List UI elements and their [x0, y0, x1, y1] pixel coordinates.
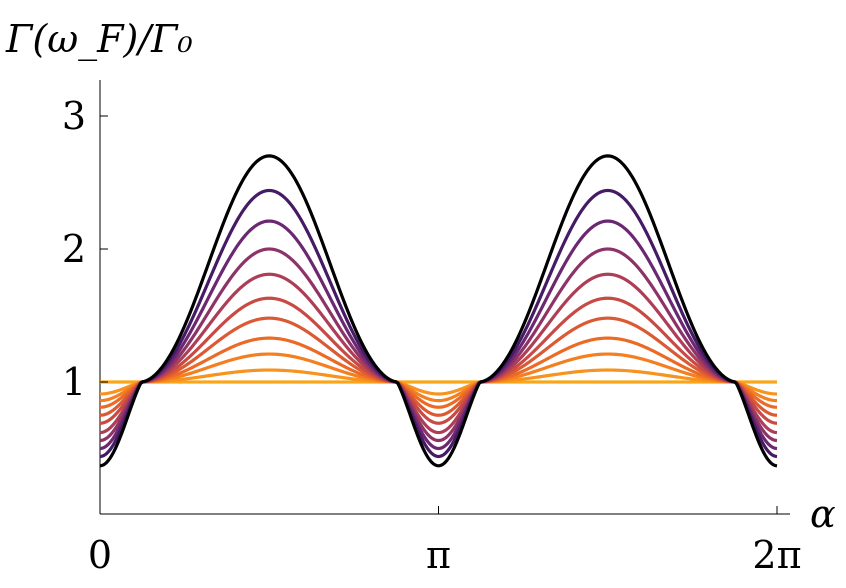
axes [99, 80, 790, 515]
series-line-8 [99, 219, 778, 451]
x-axis-title: α [810, 492, 836, 536]
series-line-3 [99, 336, 778, 409]
y-tick-label-2: 3 [62, 94, 86, 138]
x-tick-label-0: 0 [88, 533, 112, 577]
series-line-6 [99, 272, 778, 435]
series-line-10 [99, 154, 778, 468]
series-line-4 [99, 316, 778, 417]
ticks-group: 1 2 3 0 π 2π [62, 94, 802, 577]
series-group [99, 154, 778, 468]
y-tick-label-0: 1 [62, 360, 86, 404]
x-tick-label-1: π [426, 533, 451, 577]
x-tick-label-2: 2π [752, 533, 801, 577]
series-line-9 [99, 188, 778, 459]
series-line-2 [99, 352, 778, 403]
y-tick-label-1: 2 [62, 227, 86, 271]
series-line-1 [99, 368, 778, 396]
series-line-7 [99, 247, 778, 443]
series-line-5 [99, 296, 778, 425]
y-axis-title: Γ(ω_F)/Γ₀ [5, 17, 193, 62]
